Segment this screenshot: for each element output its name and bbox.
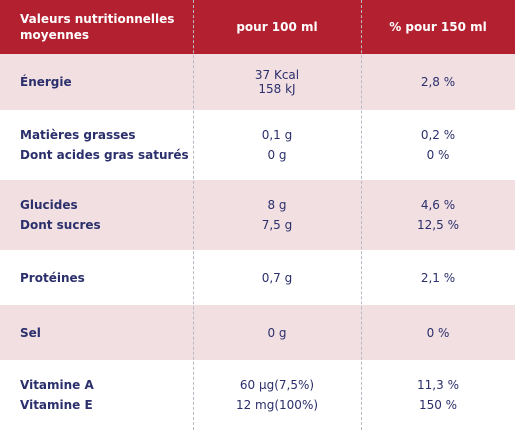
nutrient-cell: Vitamine A Vitamine E (0, 360, 193, 430)
per150-value: 0 % (426, 148, 450, 162)
per100-value: 158 kJ (258, 82, 296, 96)
per100-value: 0 g (267, 148, 287, 162)
per150-cell: 2,8 % (361, 54, 515, 110)
per150-value: 150 % (418, 398, 458, 412)
header-nutrient-cell: Valeurs nutritionnelles moyennes (0, 0, 193, 54)
per100-value: 8 g (267, 198, 287, 212)
per100-cell: 0,7 g (193, 250, 361, 305)
per100-value: 12 mg(100%) (235, 398, 319, 412)
nutrient-label: Vitamine A (20, 378, 94, 392)
per100-cell: 37 Kcal 158 kJ (193, 54, 361, 110)
per100-value: 60 µg(7,5%) (239, 378, 315, 392)
header-per100: pour 100 ml (236, 20, 318, 34)
nutrient-cell: Énergie (0, 54, 193, 110)
header-per150-cell: % pour 150 ml (361, 0, 515, 54)
per100-cell: 0 g (193, 305, 361, 360)
per150-value: 12,5 % (417, 218, 459, 232)
nutrient-label: Sel (20, 325, 41, 340)
nutrient-cell: Glucides Dont sucres (0, 180, 193, 250)
nutrient-cell: Sel (0, 305, 193, 360)
per150-value: 0,2 % (420, 128, 456, 142)
header-nutrient-line2: moyennes (20, 28, 90, 42)
table-row-glucides: Glucides Dont sucres 8 g 7,5 g 4,6 % 12,… (0, 180, 515, 250)
per150-cell: 11,3 % 150 % (361, 360, 515, 430)
nutrient-label: Vitamine E (20, 398, 93, 412)
per100-cell: 60 µg(7,5%) 12 mg(100%) (193, 360, 361, 430)
per100-cell: 0,1 g 0 g (193, 110, 361, 180)
table-header: Valeurs nutritionnelles moyennes pour 10… (0, 0, 515, 54)
table-row-matieres-grasses: Matières grasses Dont acides gras saturé… (0, 110, 515, 180)
nutrient-label: Matières grasses (20, 128, 136, 142)
per150-value: 4,6 % (420, 198, 456, 212)
per150-cell: 2,1 % (361, 250, 515, 305)
nutrient-label: Protéines (20, 270, 85, 285)
nutrient-cell: Protéines (0, 250, 193, 305)
table-row-proteines: Protéines 0,7 g 2,1 % (0, 250, 515, 305)
per150-value: 0 % (426, 325, 450, 340)
nutrient-label: Énergie (20, 75, 72, 89)
header-nutrient-line1: Valeurs nutritionnelles (20, 12, 175, 26)
per100-value: 0,1 g (261, 128, 293, 142)
per100-value: 0,7 g (261, 270, 293, 285)
per150-cell: 4,6 % 12,5 % (361, 180, 515, 250)
per100-cell: 8 g 7,5 g (193, 180, 361, 250)
header-per100-cell: pour 100 ml (193, 0, 361, 54)
per150-value: 11,3 % (417, 378, 459, 392)
header-per150: % pour 150 ml (389, 20, 487, 34)
column-divider (361, 0, 362, 430)
per150-value: 2,8 % (420, 75, 456, 89)
nutrient-sublabel: Dont acides gras saturés (20, 148, 189, 162)
per100-value: 0 g (267, 325, 287, 340)
per150-cell: 0,2 % 0 % (361, 110, 515, 180)
per150-cell: 0 % (361, 305, 515, 360)
per100-value: 37 Kcal (254, 68, 300, 82)
per100-value: 7,5 g (261, 218, 293, 232)
per150-value: 2,1 % (420, 270, 456, 285)
table-row-sel: Sel 0 g 0 % (0, 305, 515, 360)
table-row-vitamines: Vitamine A Vitamine E 60 µg(7,5%) 12 mg(… (0, 360, 515, 430)
nutrient-cell: Matières grasses Dont acides gras saturé… (0, 110, 193, 180)
column-divider (193, 0, 194, 430)
nutrient-sublabel: Dont sucres (20, 218, 101, 232)
nutrient-label: Glucides (20, 198, 78, 212)
table-row-energie: Énergie 37 Kcal 158 kJ 2,8 % (0, 54, 515, 110)
